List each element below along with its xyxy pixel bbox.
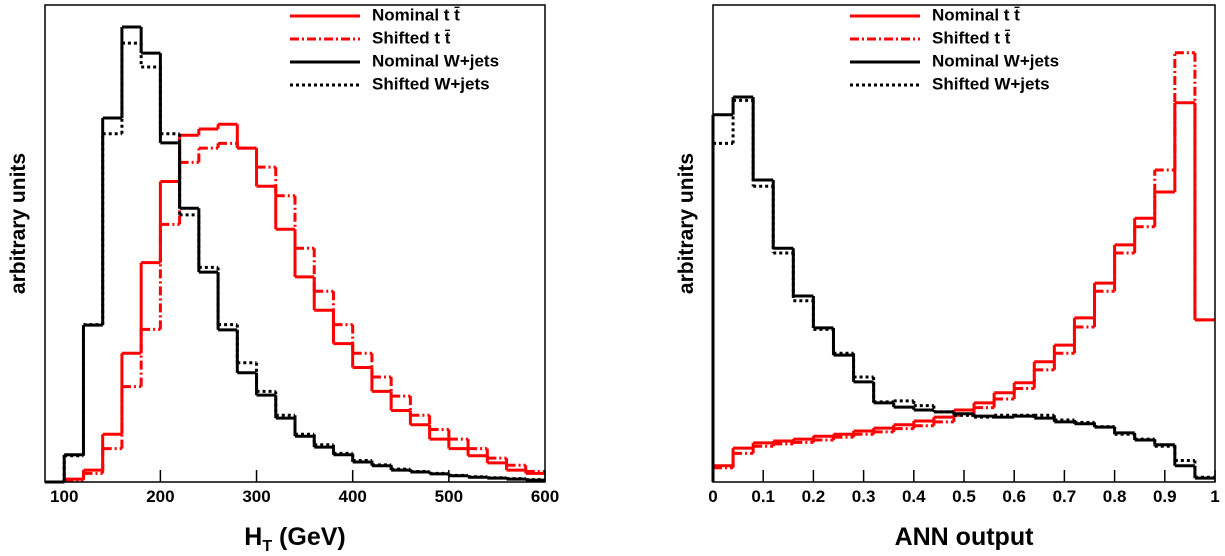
x-axis-title-text: ANN output — [895, 523, 1035, 551]
x-tick-label: 300 — [242, 487, 270, 506]
x-tick-label: 0.2 — [802, 487, 826, 506]
x-tick-label: 400 — [339, 487, 367, 506]
legend-label: Nominal t t̄ — [372, 5, 460, 24]
legend-label: Shifted W+jets — [932, 74, 1050, 93]
x-tick-label: 100 — [50, 487, 78, 506]
x-tick-label: 200 — [146, 487, 174, 506]
x-tick-label: 0.3 — [852, 487, 876, 506]
chart-panel: Nominal t t̄ Shifted t t̄ Nominal W+jets Sh… — [675, 4, 1220, 551]
x-axis-title-sub: T — [262, 538, 272, 555]
x-tick-label: 500 — [435, 487, 463, 506]
legend-label: Nominal t t̄ — [932, 5, 1020, 24]
plot-frame — [44, 4, 546, 483]
x-tick-label: 600 — [531, 487, 559, 506]
legend-label: Shifted t t̄ — [372, 28, 451, 47]
y-axis-title: arbitrary units — [7, 153, 30, 294]
x-tick-label: 0.8 — [1103, 487, 1127, 506]
x-tick-label: 0.6 — [1002, 487, 1026, 506]
x-tick-label: 0.7 — [1053, 487, 1077, 506]
series — [711, 51, 1215, 482]
x-tick-label: 0.4 — [902, 487, 926, 506]
y-axis-title: arbitrary units — [675, 153, 698, 294]
legend-label: Shifted W+jets — [372, 74, 490, 93]
x-tick-label: 0 — [708, 487, 717, 506]
legend-label: Shifted t t̄ — [932, 28, 1011, 47]
x-axis-title: HT (GeV) — [244, 523, 345, 555]
x-axis-title: ANN output — [895, 523, 1035, 551]
series — [711, 98, 1215, 482]
x-tick-label: 0.9 — [1153, 487, 1177, 506]
series — [711, 101, 1215, 482]
x-tick-label: 0.1 — [751, 487, 775, 506]
legend-label: Nominal W+jets — [372, 51, 499, 70]
legend-label: Nominal W+jets — [932, 51, 1059, 70]
chart-panel: Nominal t t̄ Shifted t t̄ Nominal W+jets Sh… — [7, 4, 559, 555]
x-axis-title-text: H — [244, 523, 262, 551]
x-axis-title-rest: (GeV) — [272, 523, 346, 551]
x-tick-label: 1 — [1210, 487, 1219, 506]
series — [45, 41, 545, 484]
x-tick-label: 0.5 — [952, 487, 976, 506]
series — [711, 95, 1215, 482]
